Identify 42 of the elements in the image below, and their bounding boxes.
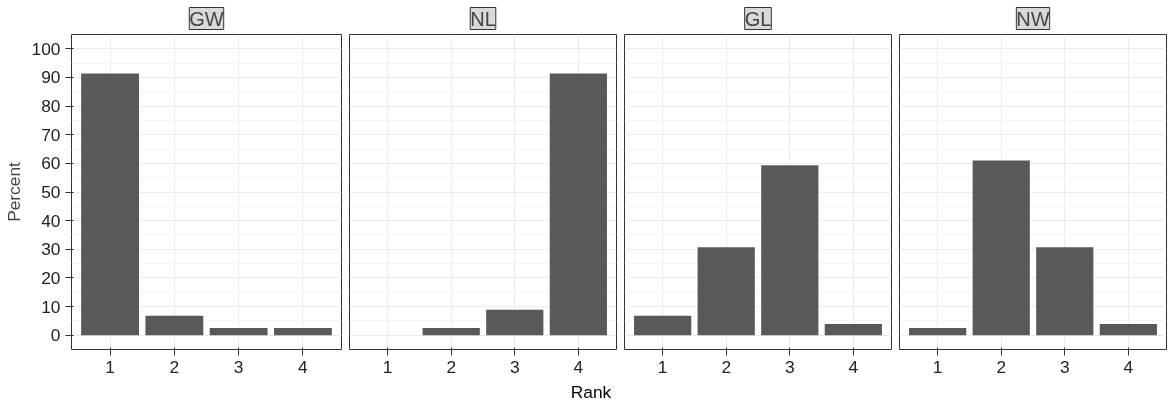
y-tick-label: 100	[31, 38, 61, 59]
y-tick-label: 80	[41, 96, 61, 117]
y-tick-label: 20	[41, 267, 61, 288]
y-tick-label: 60	[41, 153, 61, 174]
x-tick-label: 4	[573, 356, 584, 377]
y-tick-label: 90	[41, 67, 61, 88]
bar	[761, 165, 819, 336]
chart-title: GL	[744, 7, 772, 30]
x-tick-label: 1	[105, 356, 115, 377]
bar	[209, 328, 268, 336]
bar	[274, 328, 332, 336]
y-axis-title: Percent	[3, 161, 24, 222]
x-tick-label: 4	[848, 356, 859, 377]
bar	[81, 73, 139, 336]
bar	[145, 315, 204, 336]
bar	[824, 324, 882, 336]
y-tick-label: 70	[41, 124, 61, 145]
y-tick-label: 40	[41, 210, 61, 231]
bar	[634, 315, 692, 336]
x-tick-label: 2	[721, 356, 732, 377]
x-tick-label: 4	[1123, 356, 1134, 377]
bar	[909, 328, 967, 336]
y-tick-label: 10	[41, 296, 61, 317]
bar	[1036, 247, 1094, 336]
x-tick-label: 2	[996, 356, 1007, 377]
y-tick-label: 0	[50, 325, 61, 346]
x-tick-label: 2	[169, 356, 180, 377]
x-tick-label: 1	[382, 356, 393, 377]
x-tick-label: 2	[446, 356, 457, 377]
bar	[972, 160, 1030, 336]
x-tick-label: 3	[784, 356, 795, 377]
x-tick-label: 3	[1059, 356, 1070, 377]
x-tick-label: 3	[233, 356, 244, 377]
x-axis-title: Rank	[570, 381, 612, 404]
bar	[1099, 324, 1157, 336]
x-tick-label: 3	[509, 356, 520, 377]
x-tick-label: 4	[298, 356, 309, 377]
bar	[697, 247, 755, 336]
x-tick-label: 1	[932, 356, 943, 377]
x-tick-label: 1	[657, 356, 668, 377]
y-tick-label: 50	[41, 182, 61, 202]
y-tick-label: 30	[41, 239, 61, 260]
